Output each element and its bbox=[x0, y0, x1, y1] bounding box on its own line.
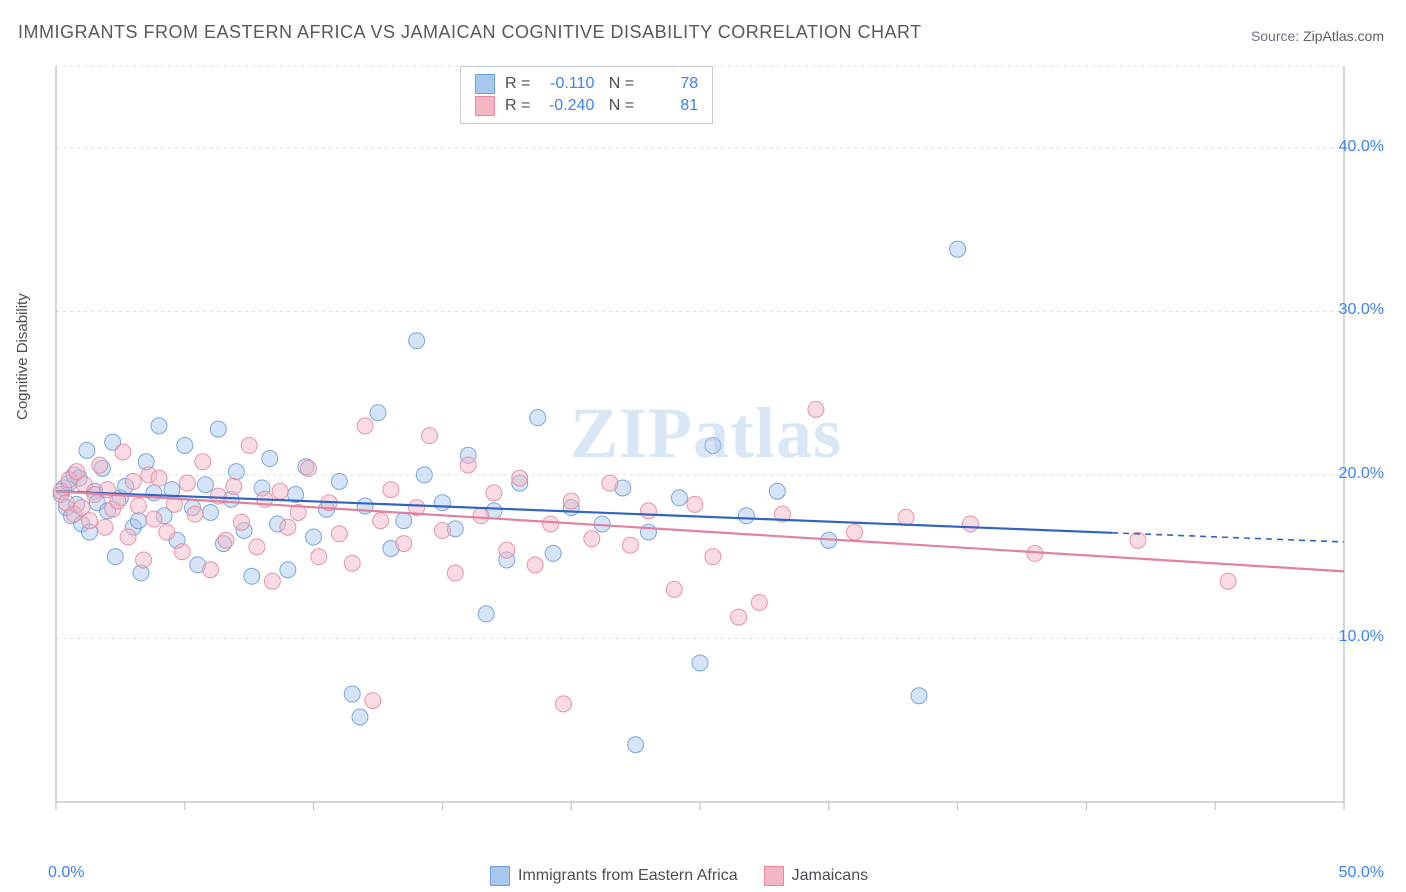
x-axis-min-label: 0.0% bbox=[48, 864, 84, 882]
source-value: ZipAtlas.com bbox=[1303, 28, 1384, 44]
y-tick-label: 30.0% bbox=[1339, 301, 1384, 319]
legend-n-value: 81 bbox=[644, 95, 698, 117]
y-tick-label: 10.0% bbox=[1339, 628, 1384, 646]
legend-r-label: R = bbox=[505, 95, 530, 117]
legend-stats-row: R = -0.110 N = 78 bbox=[475, 73, 698, 95]
legend-r-value: -0.240 bbox=[540, 95, 594, 117]
source-label: Source: bbox=[1251, 28, 1299, 44]
legend-stats-row: R = -0.240 N = 81 bbox=[475, 95, 698, 117]
legend-swatch bbox=[764, 866, 784, 886]
legend-series-item: Immigrants from Eastern Africa bbox=[490, 866, 738, 886]
y-axis-label: Cognitive Disability bbox=[14, 293, 31, 420]
y-tick-label: 40.0% bbox=[1339, 138, 1384, 156]
legend-stats: R = -0.110 N = 78 R = -0.240 N = 81 bbox=[460, 66, 713, 124]
legend-n-label: N = bbox=[604, 95, 634, 117]
legend-series-label: Immigrants from Eastern Africa bbox=[518, 867, 738, 885]
legend-series-label: Jamaicans bbox=[792, 867, 868, 885]
legend-series-item: Jamaicans bbox=[764, 866, 868, 886]
scatter-chart-svg bbox=[46, 60, 1346, 820]
legend-n-label: N = bbox=[604, 73, 634, 95]
x-axis-max-label: 50.0% bbox=[1339, 864, 1384, 882]
legend-series: Immigrants from Eastern Africa Jamaicans bbox=[490, 866, 868, 886]
legend-r-value: -0.110 bbox=[540, 73, 594, 95]
legend-swatch bbox=[475, 74, 495, 94]
legend-swatch bbox=[490, 866, 510, 886]
legend-n-value: 78 bbox=[644, 73, 698, 95]
y-tick-label: 20.0% bbox=[1339, 465, 1384, 483]
legend-r-label: R = bbox=[505, 73, 530, 95]
legend-swatch bbox=[475, 96, 495, 116]
chart-title: IMMIGRANTS FROM EASTERN AFRICA VS JAMAIC… bbox=[18, 22, 922, 43]
source-attribution: Source: ZipAtlas.com bbox=[1251, 28, 1384, 44]
chart-container bbox=[46, 60, 1346, 820]
